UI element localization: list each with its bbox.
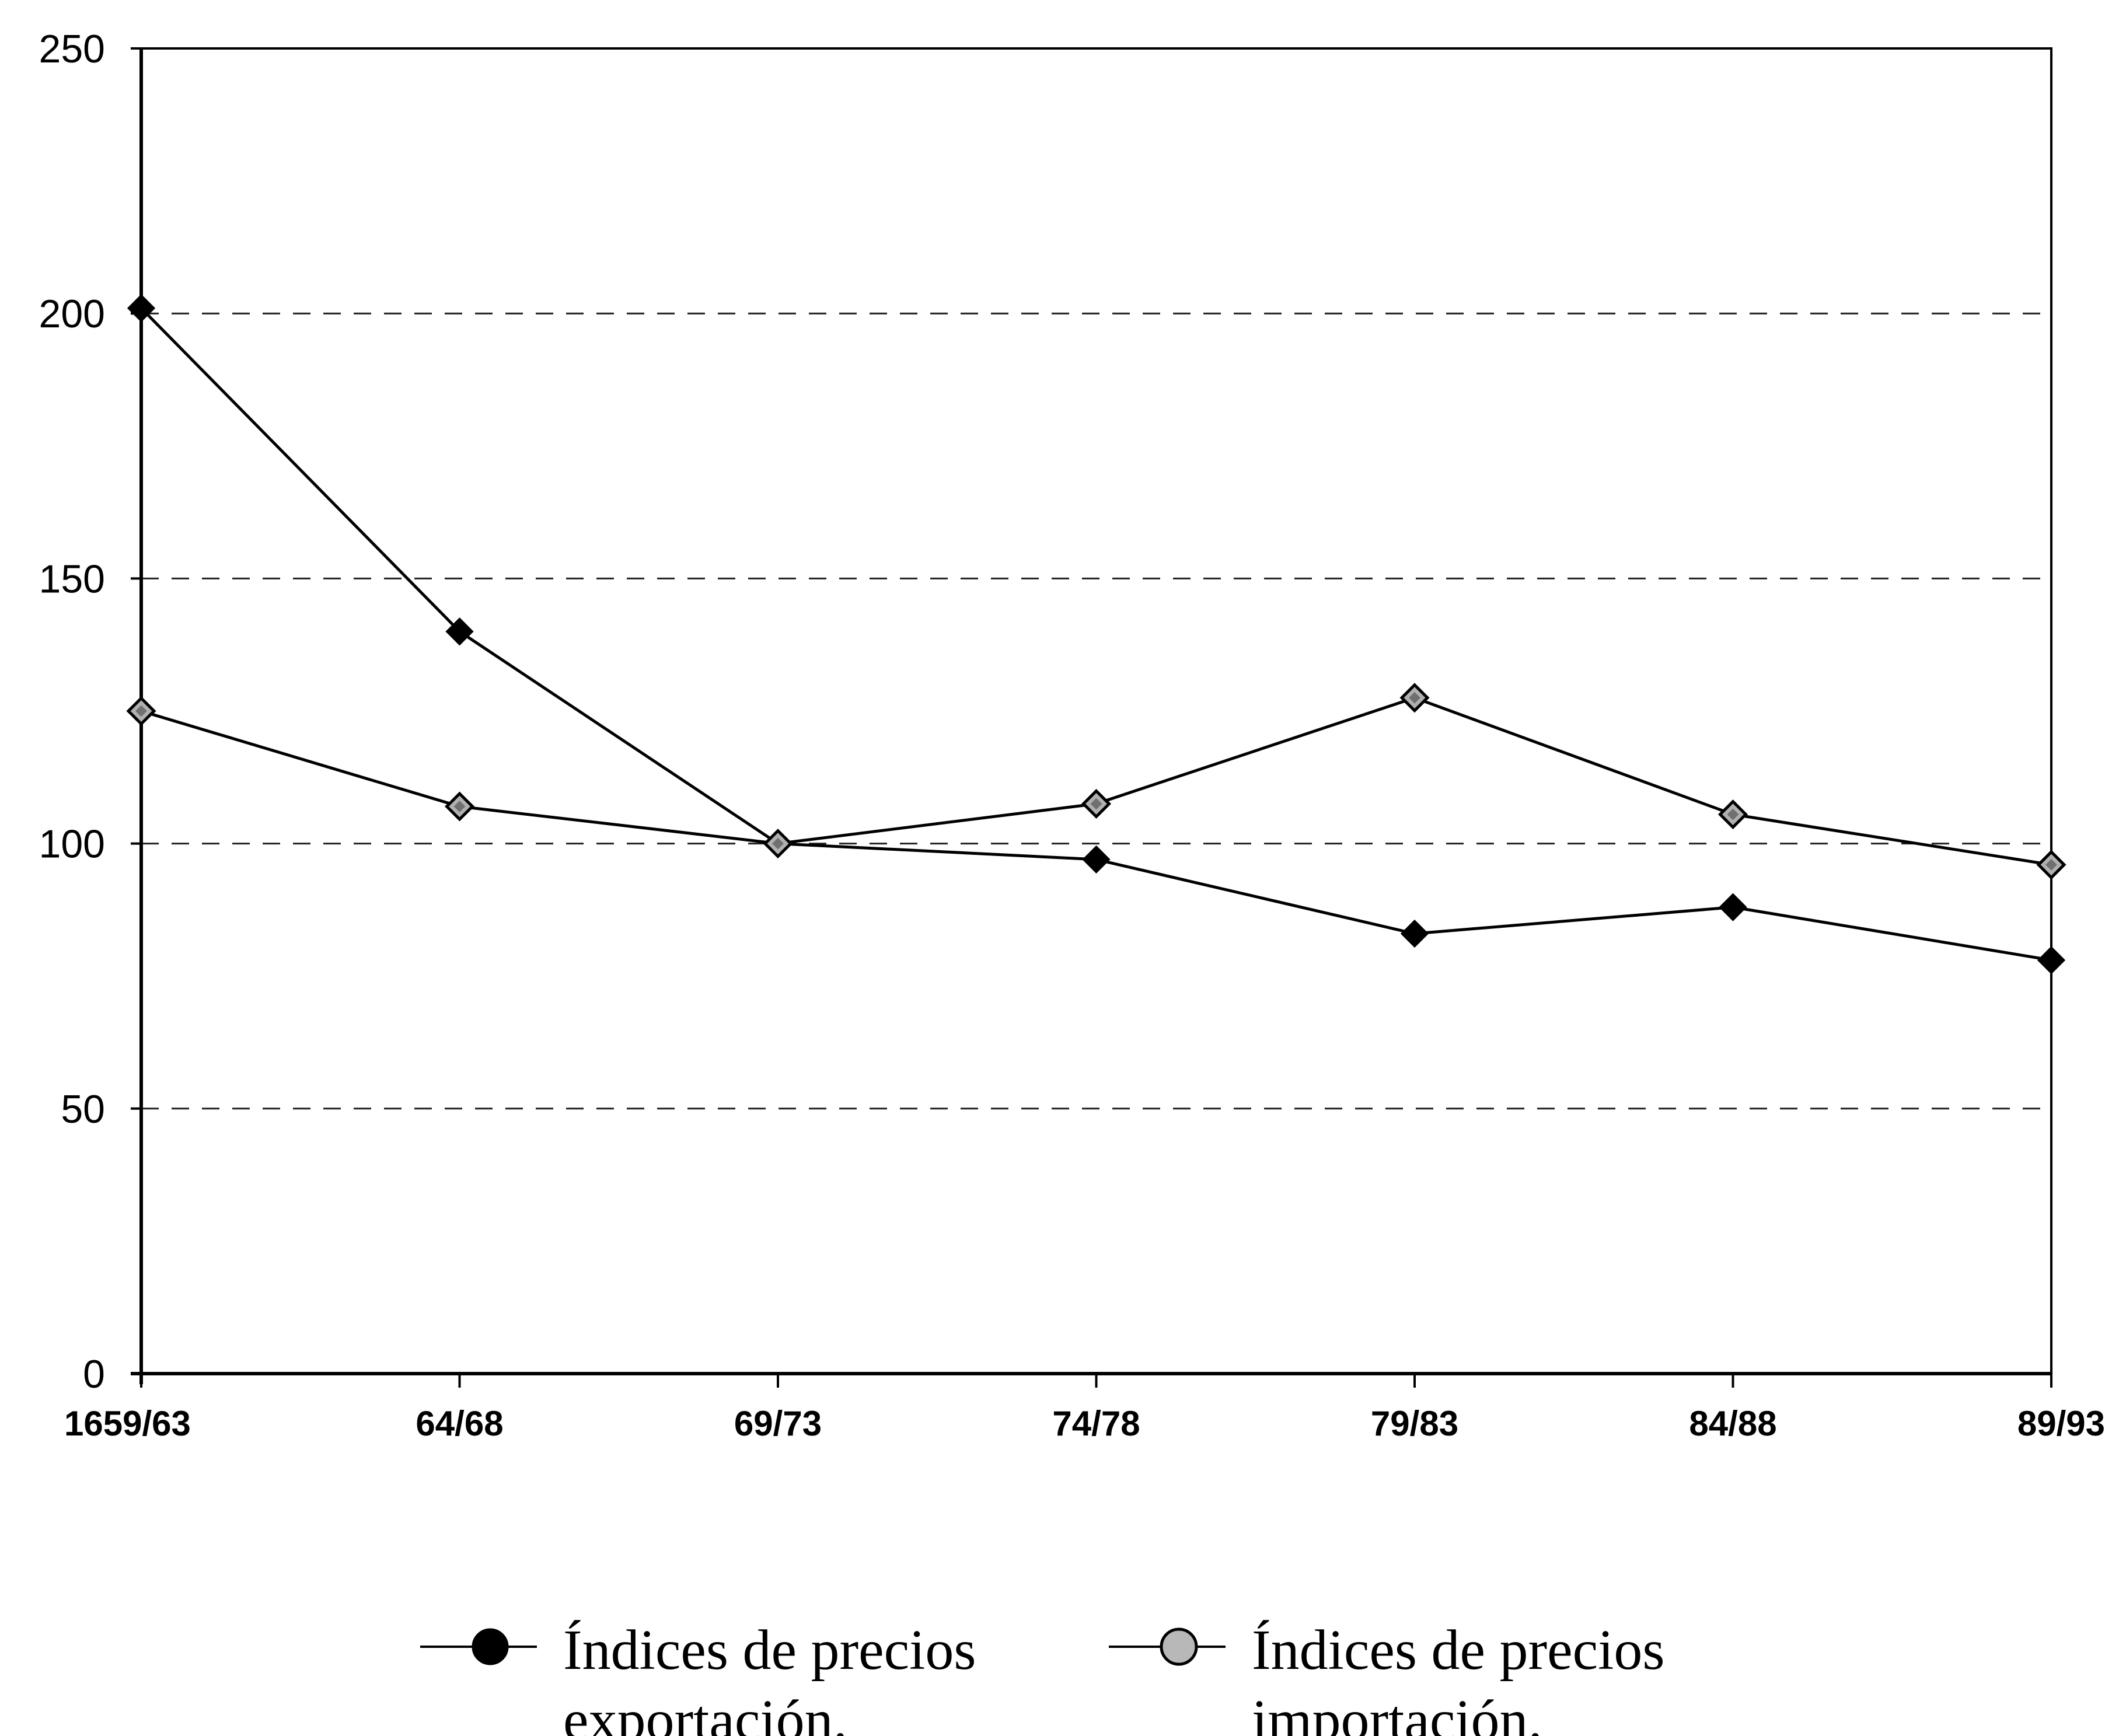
data-point-marker-inner <box>772 837 784 850</box>
legend-label-line: exportación. <box>563 1689 847 1736</box>
y-tick-label: 200 <box>39 292 105 336</box>
x-tick-label: 84/88 <box>1689 1404 1776 1443</box>
data-point-marker-inner <box>453 801 466 812</box>
legend-label-line: importación. <box>1252 1689 1542 1736</box>
data-point-marker-inner <box>1090 798 1102 810</box>
data-point-marker-inner <box>1409 691 1420 704</box>
grid-lines <box>141 312 2051 1110</box>
legend-marker <box>472 1628 509 1665</box>
legend-entry-2: Índices de precios importación. <box>1109 1619 1665 1736</box>
data-point-marker-inner <box>1727 808 1739 820</box>
y-tick-label: 0 <box>83 1352 105 1396</box>
data-point-marker <box>445 617 474 646</box>
x-tick-label: 79/83 <box>1371 1404 1458 1443</box>
legend-entry-1: Índices de precios exportación. <box>420 1619 976 1736</box>
data-point-marker <box>2037 946 2066 974</box>
data-point-marker <box>1082 845 1111 874</box>
legend-label-line: Índices de precios <box>1252 1619 1665 1682</box>
series-2 <box>126 683 2066 880</box>
x-tick-label: 69/73 <box>734 1404 822 1443</box>
plot-area <box>140 47 2052 1375</box>
axes <box>131 47 2052 1384</box>
x-tick-label: 1659/63 <box>64 1404 191 1443</box>
series-1 <box>127 294 2066 974</box>
y-tick-label: 250 <box>39 27 105 71</box>
legend-label-line: Índices de precios <box>563 1619 976 1682</box>
x-tick-label: 64/68 <box>416 1404 503 1443</box>
data-point-marker <box>127 294 156 323</box>
data-point-marker-inner <box>2045 859 2057 871</box>
y-tick-label: 50 <box>61 1087 105 1131</box>
y-axis-ticks: 0 50 100 150 200 250 <box>39 27 141 1396</box>
data-point-marker <box>1719 893 1747 921</box>
x-axis-ticks: 1659/63 64/68 69/73 74/78 79/83 84/88 89/93 <box>64 1374 2105 1443</box>
x-tick-label: 89/93 <box>2017 1404 2105 1443</box>
x-tick-label: 74/78 <box>1052 1404 1140 1443</box>
y-tick-label: 150 <box>39 557 105 601</box>
series-line <box>141 696 2052 867</box>
data-point-marker <box>1400 919 1429 948</box>
series <box>126 294 2066 974</box>
legend-marker <box>1160 1627 1198 1666</box>
y-tick-label: 100 <box>39 822 105 867</box>
data-point-marker-inner <box>135 705 147 717</box>
